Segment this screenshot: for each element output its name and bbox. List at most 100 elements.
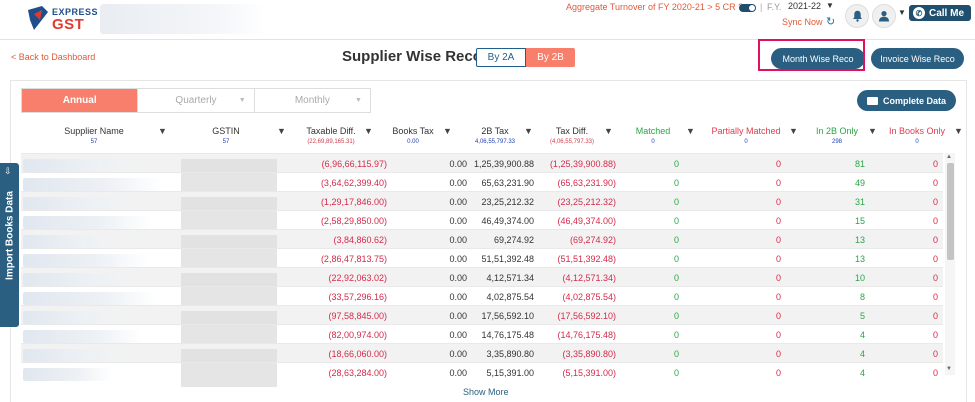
cell-in-2b-only: 5 bbox=[859, 311, 865, 321]
tab-annual[interactable]: Annual bbox=[22, 89, 139, 112]
cell-in-books-only: 0 bbox=[932, 311, 938, 321]
table-row[interactable]: (2,86,47,813.75) 0.00 51,51,392.48 (51,51,3… bbox=[21, 248, 943, 273]
cell-partially-matched: 0 bbox=[775, 349, 781, 359]
cell-books-tax: 0.00 bbox=[449, 159, 467, 169]
table-row[interactable]: (1,29,17,846.00) 0.00 23,25,212.32 (23,25,2… bbox=[21, 191, 943, 216]
month-wise-reco-button[interactable]: Month Wise Reco bbox=[771, 48, 865, 69]
by-2a-toggle[interactable]: By 2A bbox=[476, 48, 526, 67]
col-header-gstin[interactable]: GSTIN bbox=[212, 126, 240, 136]
user-menu-button[interactable] bbox=[872, 4, 896, 28]
cell-in-books-only: 0 bbox=[932, 368, 938, 378]
by-2b-toggle[interactable]: By 2B bbox=[526, 48, 575, 67]
cell-2b-tax: 5,15,391.00 bbox=[486, 368, 534, 378]
cell-matched: 0 bbox=[673, 368, 679, 378]
cell-books-tax: 0.00 bbox=[449, 254, 467, 264]
table-row[interactable]: (97,58,845.00) 0.00 17,56,592.10 (17,56,592… bbox=[21, 305, 943, 330]
cell-partially-matched: 0 bbox=[775, 159, 781, 169]
logo-text-express: EXPRESS bbox=[52, 7, 99, 17]
cell-tax-diff: (46,49,374.00) bbox=[557, 216, 616, 226]
sync-now-link[interactable]: Sync Now bbox=[782, 17, 823, 27]
filter-icon[interactable]: ▼ bbox=[868, 126, 877, 136]
scrollbar-thumb[interactable] bbox=[947, 163, 954, 260]
sync-icon[interactable]: ↻ bbox=[826, 16, 836, 28]
filter-icon[interactable]: ▼ bbox=[364, 126, 373, 136]
cell-books-tax: 0.00 bbox=[449, 216, 467, 226]
cell-matched: 0 bbox=[673, 292, 679, 302]
cell-books-tax: 0.00 bbox=[449, 197, 467, 207]
cell-in-2b-only: 10 bbox=[854, 273, 865, 283]
table-row[interactable]: (3,84,860.62) 0.00 69,274.92 (69,274.92) 0 0 1… bbox=[21, 229, 943, 254]
cell-in-books-only: 0 bbox=[932, 254, 938, 264]
col-count-in-books-only: 0 bbox=[915, 139, 919, 145]
col-header-tax-diff[interactable]: Tax Diff. bbox=[555, 126, 589, 136]
import-books-data-tab[interactable] bbox=[0, 163, 19, 327]
table-row[interactable]: (22,92,063.02) 0.00 4,12,571.34 (4,12,571.3… bbox=[21, 267, 943, 292]
table-row[interactable]: (82,00,974.00) 0.00 14,76,175.48 (14,76,175… bbox=[21, 324, 943, 349]
cell-2b-tax: 65,63,231.90 bbox=[481, 178, 534, 188]
filter-icon[interactable]: ▼ bbox=[686, 126, 695, 136]
gstin-redacted bbox=[181, 311, 277, 330]
cell-taxable-diff: (3,64,62,399.40) bbox=[320, 178, 387, 188]
import-icon: ⇩ bbox=[4, 166, 12, 176]
cell-taxable-diff: (2,58,29,850.00) bbox=[320, 216, 387, 226]
cell-taxable-diff: (6,96,66,115.97) bbox=[321, 159, 387, 169]
invoice-wise-reco-button[interactable]: Invoice Wise Reco bbox=[871, 48, 964, 69]
table-row[interactable]: (2,58,29,850.00) 0.00 46,49,374.00 (46,49,3… bbox=[21, 210, 943, 235]
scroll-down-icon[interactable]: ▼ bbox=[946, 366, 952, 372]
call-me-button[interactable]: ✆ Call Me bbox=[909, 5, 971, 21]
cell-2b-tax: 4,12,571.34 bbox=[486, 273, 534, 283]
cell-tax-diff: (4,02,875.54) bbox=[562, 292, 616, 302]
turnover-toggle[interactable] bbox=[739, 4, 756, 12]
tab-quarterly[interactable]: Quarterly ▼ bbox=[138, 89, 255, 112]
cell-matched: 0 bbox=[673, 254, 679, 264]
filter-icon[interactable]: ▼ bbox=[604, 126, 613, 136]
back-to-dashboard-link[interactable]: < Back to Dashboard bbox=[11, 52, 96, 62]
table-row[interactable]: (18,66,060.00) 0.00 3,35,890.80 (3,35,890.8… bbox=[21, 343, 943, 368]
scroll-up-icon[interactable]: ▲ bbox=[946, 154, 952, 160]
filter-icon[interactable]: ▼ bbox=[954, 126, 963, 136]
table-row[interactable]: (6,96,66,115.97) 0.00 1,25,39,900.88 (1,25,… bbox=[21, 153, 943, 178]
supplier-name-redacted bbox=[23, 311, 123, 324]
cell-partially-matched: 0 bbox=[775, 273, 781, 283]
supplier-name-redacted bbox=[23, 368, 113, 381]
filter-icon[interactable]: ▼ bbox=[443, 126, 452, 136]
app-logo[interactable]: EXPRESS GST bbox=[28, 6, 98, 33]
gstin-redacted bbox=[181, 349, 277, 368]
cell-matched: 0 bbox=[673, 349, 679, 359]
supplier-name-redacted bbox=[23, 292, 158, 305]
filter-icon[interactable]: ▼ bbox=[789, 126, 798, 136]
chevron-down-icon: ▼ bbox=[355, 97, 362, 104]
col-total-tax-diff: (4,06,55,797.33) bbox=[549, 139, 595, 145]
table-row[interactable]: (28,63,284.00) 0.00 5,15,391.00 (5,15,391.0… bbox=[21, 362, 943, 387]
cell-in-2b-only: 15 bbox=[854, 216, 865, 226]
cell-tax-diff: (69,274.92) bbox=[569, 235, 616, 245]
cell-matched: 0 bbox=[673, 330, 679, 340]
col-total-2b-tax: 4,06,55,797.33 bbox=[474, 139, 516, 145]
filter-icon[interactable]: ▼ bbox=[524, 126, 533, 136]
complete-data-button[interactable]: Complete Data bbox=[857, 90, 956, 111]
filter-icon[interactable]: ▼ bbox=[277, 126, 286, 136]
col-header-taxable-diff[interactable]: Taxable Diff. bbox=[306, 126, 356, 136]
cell-in-books-only: 0 bbox=[932, 216, 938, 226]
show-more-link[interactable]: Show More bbox=[463, 387, 509, 397]
col-header-2b-tax[interactable]: 2B Tax bbox=[481, 126, 509, 136]
gstin-redacted bbox=[181, 197, 277, 216]
col-header-matched[interactable]: Matched bbox=[635, 126, 671, 136]
cell-tax-diff: (14,76,175.48) bbox=[557, 330, 616, 340]
col-header-supplier-name[interactable]: Supplier Name bbox=[64, 126, 124, 136]
notifications-button[interactable] bbox=[845, 4, 869, 28]
col-header-in-books-only[interactable]: In Books Only bbox=[888, 126, 946, 136]
table-scrollbar[interactable] bbox=[945, 153, 955, 375]
col-header-partially-matched[interactable]: Partially Matched bbox=[711, 126, 781, 136]
filter-icon[interactable]: ▼ bbox=[158, 126, 167, 136]
tab-monthly[interactable]: Monthly ▼ bbox=[255, 89, 370, 112]
cell-2b-tax: 1,25,39,900.88 bbox=[473, 159, 534, 169]
col-header-books-tax[interactable]: Books Tax bbox=[392, 126, 434, 136]
table-row[interactable]: (3,64,62,399.40) 0.00 65,63,231.90 (65,63,2… bbox=[21, 172, 943, 197]
chevron-down-icon: ▼ bbox=[238, 97, 246, 104]
fy-select[interactable]: 2021-22 bbox=[788, 1, 822, 11]
table-row[interactable]: (33,57,296.16) 0.00 4,02,875.54 (4,02,875.5… bbox=[21, 286, 943, 311]
cell-2b-tax: 46,49,374.00 bbox=[481, 216, 534, 226]
chevron-down-icon[interactable]: ▼ bbox=[898, 8, 906, 17]
col-header-in-2b-only[interactable]: In 2B Only bbox=[815, 126, 859, 136]
